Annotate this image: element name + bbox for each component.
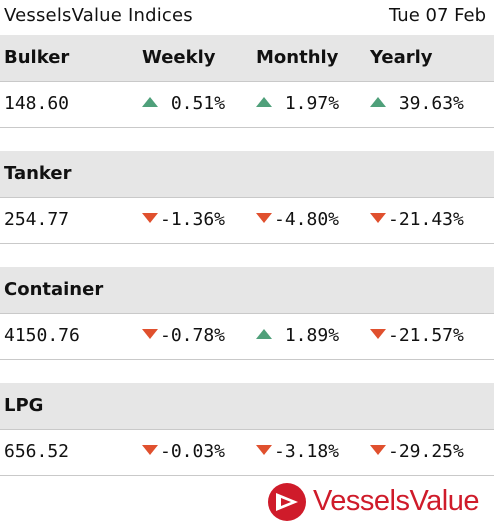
column-header-monthly: Monthly: [256, 47, 339, 68]
yearly-change-value: 39.63%: [398, 93, 464, 114]
index-value: 254.77: [4, 209, 70, 230]
weekly-change-value: 0.51%: [170, 93, 226, 114]
yearly-change: 39.63%: [370, 93, 464, 114]
logo-mark-icon: [268, 483, 306, 521]
up-arrow-icon: [256, 329, 272, 339]
down-arrow-icon: [370, 445, 386, 455]
yearly-change-value: -29.25%: [388, 441, 464, 462]
yearly-change: -21.57%: [370, 325, 464, 346]
monthly-change-value: 1.89%: [284, 325, 340, 346]
down-arrow-icon: [256, 213, 272, 223]
vesselsvalue-logo[interactable]: VesselsValue: [267, 482, 487, 522]
weekly-change: -0.78%: [142, 325, 225, 346]
down-arrow-icon: [142, 213, 158, 223]
logo-wordmark: VesselsValue: [313, 485, 479, 517]
index-value: 148.60: [4, 93, 70, 114]
widget-header: VesselsValue Indices Tue 07 Feb: [0, 0, 494, 34]
down-arrow-icon: [370, 329, 386, 339]
down-arrow-icon: [370, 213, 386, 223]
monthly-change: 1.97%: [256, 93, 339, 114]
up-arrow-icon: [256, 97, 272, 107]
yearly-change: -29.25%: [370, 441, 464, 462]
monthly-change: -4.80%: [256, 209, 339, 230]
down-arrow-icon: [256, 445, 272, 455]
index-header-row: LPG: [0, 383, 494, 429]
index-name: Container: [4, 279, 104, 300]
index-name: Bulker: [4, 47, 70, 68]
monthly-change: 1.89%: [256, 325, 339, 346]
weekly-change-value: -1.36%: [160, 209, 226, 230]
yearly-change: -21.43%: [370, 209, 464, 230]
monthly-change: -3.18%: [256, 441, 339, 462]
index-value: 656.52: [4, 441, 70, 462]
yearly-change-value: -21.57%: [388, 325, 464, 346]
up-arrow-icon: [370, 97, 386, 107]
weekly-change-value: -0.78%: [160, 325, 226, 346]
weekly-change-value: -0.03%: [160, 441, 226, 462]
weekly-change: -1.36%: [142, 209, 225, 230]
index-header-row: Container: [0, 267, 494, 313]
column-header-yearly: Yearly: [370, 47, 433, 68]
up-arrow-icon: [142, 97, 158, 107]
index-value-row: 656.52 -0.03% -3.18% -29.25%: [0, 429, 494, 476]
yearly-change-value: -21.43%: [388, 209, 464, 230]
index-value-row: 4150.76 -0.78% 1.89% -21.57%: [0, 313, 494, 360]
index-value: 4150.76: [4, 325, 80, 346]
monthly-change-value: -3.18%: [274, 441, 340, 462]
index-header-row: Tanker: [0, 151, 494, 197]
date-label: Tue 07 Feb: [389, 5, 486, 26]
column-header-weekly: Weekly: [142, 47, 216, 68]
weekly-change: -0.03%: [142, 441, 225, 462]
index-name: Tanker: [4, 163, 72, 184]
index-name: LPG: [4, 395, 44, 416]
index-value-row: 148.60 0.51% 1.97% 39.63%: [0, 81, 494, 128]
index-header-row: Bulker Weekly Monthly Yearly: [0, 35, 494, 81]
down-arrow-icon: [142, 445, 158, 455]
monthly-change-value: -4.80%: [274, 209, 340, 230]
down-arrow-icon: [142, 329, 158, 339]
index-value-row: 254.77 -1.36% -4.80% -21.43%: [0, 197, 494, 244]
widget-title: VesselsValue Indices: [4, 5, 193, 26]
monthly-change-value: 1.97%: [284, 93, 340, 114]
weekly-change: 0.51%: [142, 93, 225, 114]
